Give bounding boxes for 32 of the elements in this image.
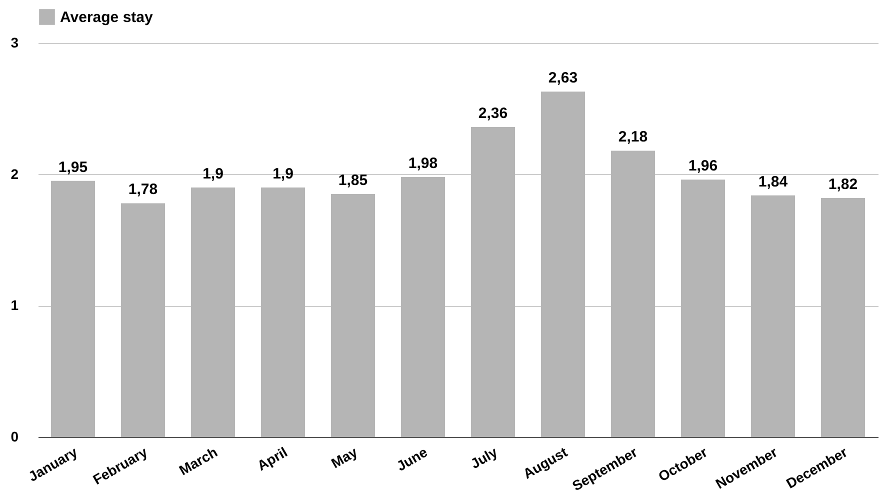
bar	[751, 195, 795, 437]
data-label: 1,95	[58, 158, 88, 176]
y-tick-label: 2	[10, 166, 19, 182]
legend-label: Average stay	[60, 9, 154, 26]
data-label: 1,9	[202, 165, 224, 182]
bar	[261, 187, 305, 437]
y-tick-label: 0	[10, 428, 19, 444]
x-tick-label: June	[394, 444, 430, 474]
bar	[191, 187, 235, 437]
bar	[51, 180, 95, 437]
data-label: 2,63	[548, 70, 578, 87]
bar	[401, 176, 445, 437]
data-label: 1,78	[128, 181, 158, 198]
bar	[471, 127, 515, 437]
data-label: 1,98	[408, 154, 438, 172]
data-label: 2,36	[478, 105, 508, 122]
x-tick-label: July	[468, 444, 500, 472]
y-tick-label: 1	[10, 297, 19, 314]
bar	[821, 198, 865, 437]
y-tick-label: 3	[10, 34, 19, 50]
x-tick-label: May	[328, 444, 360, 472]
bar	[681, 180, 725, 437]
data-label: 1,84	[758, 173, 788, 190]
bar	[331, 194, 375, 437]
data-label: 1,9	[272, 165, 294, 182]
bar	[541, 92, 585, 437]
bar	[121, 203, 165, 437]
data-label: 2,18	[618, 128, 648, 146]
data-label: 1,96	[688, 158, 718, 175]
bar	[611, 150, 655, 437]
data-label: 1,82	[828, 176, 858, 193]
data-label: 1,85	[338, 172, 368, 190]
